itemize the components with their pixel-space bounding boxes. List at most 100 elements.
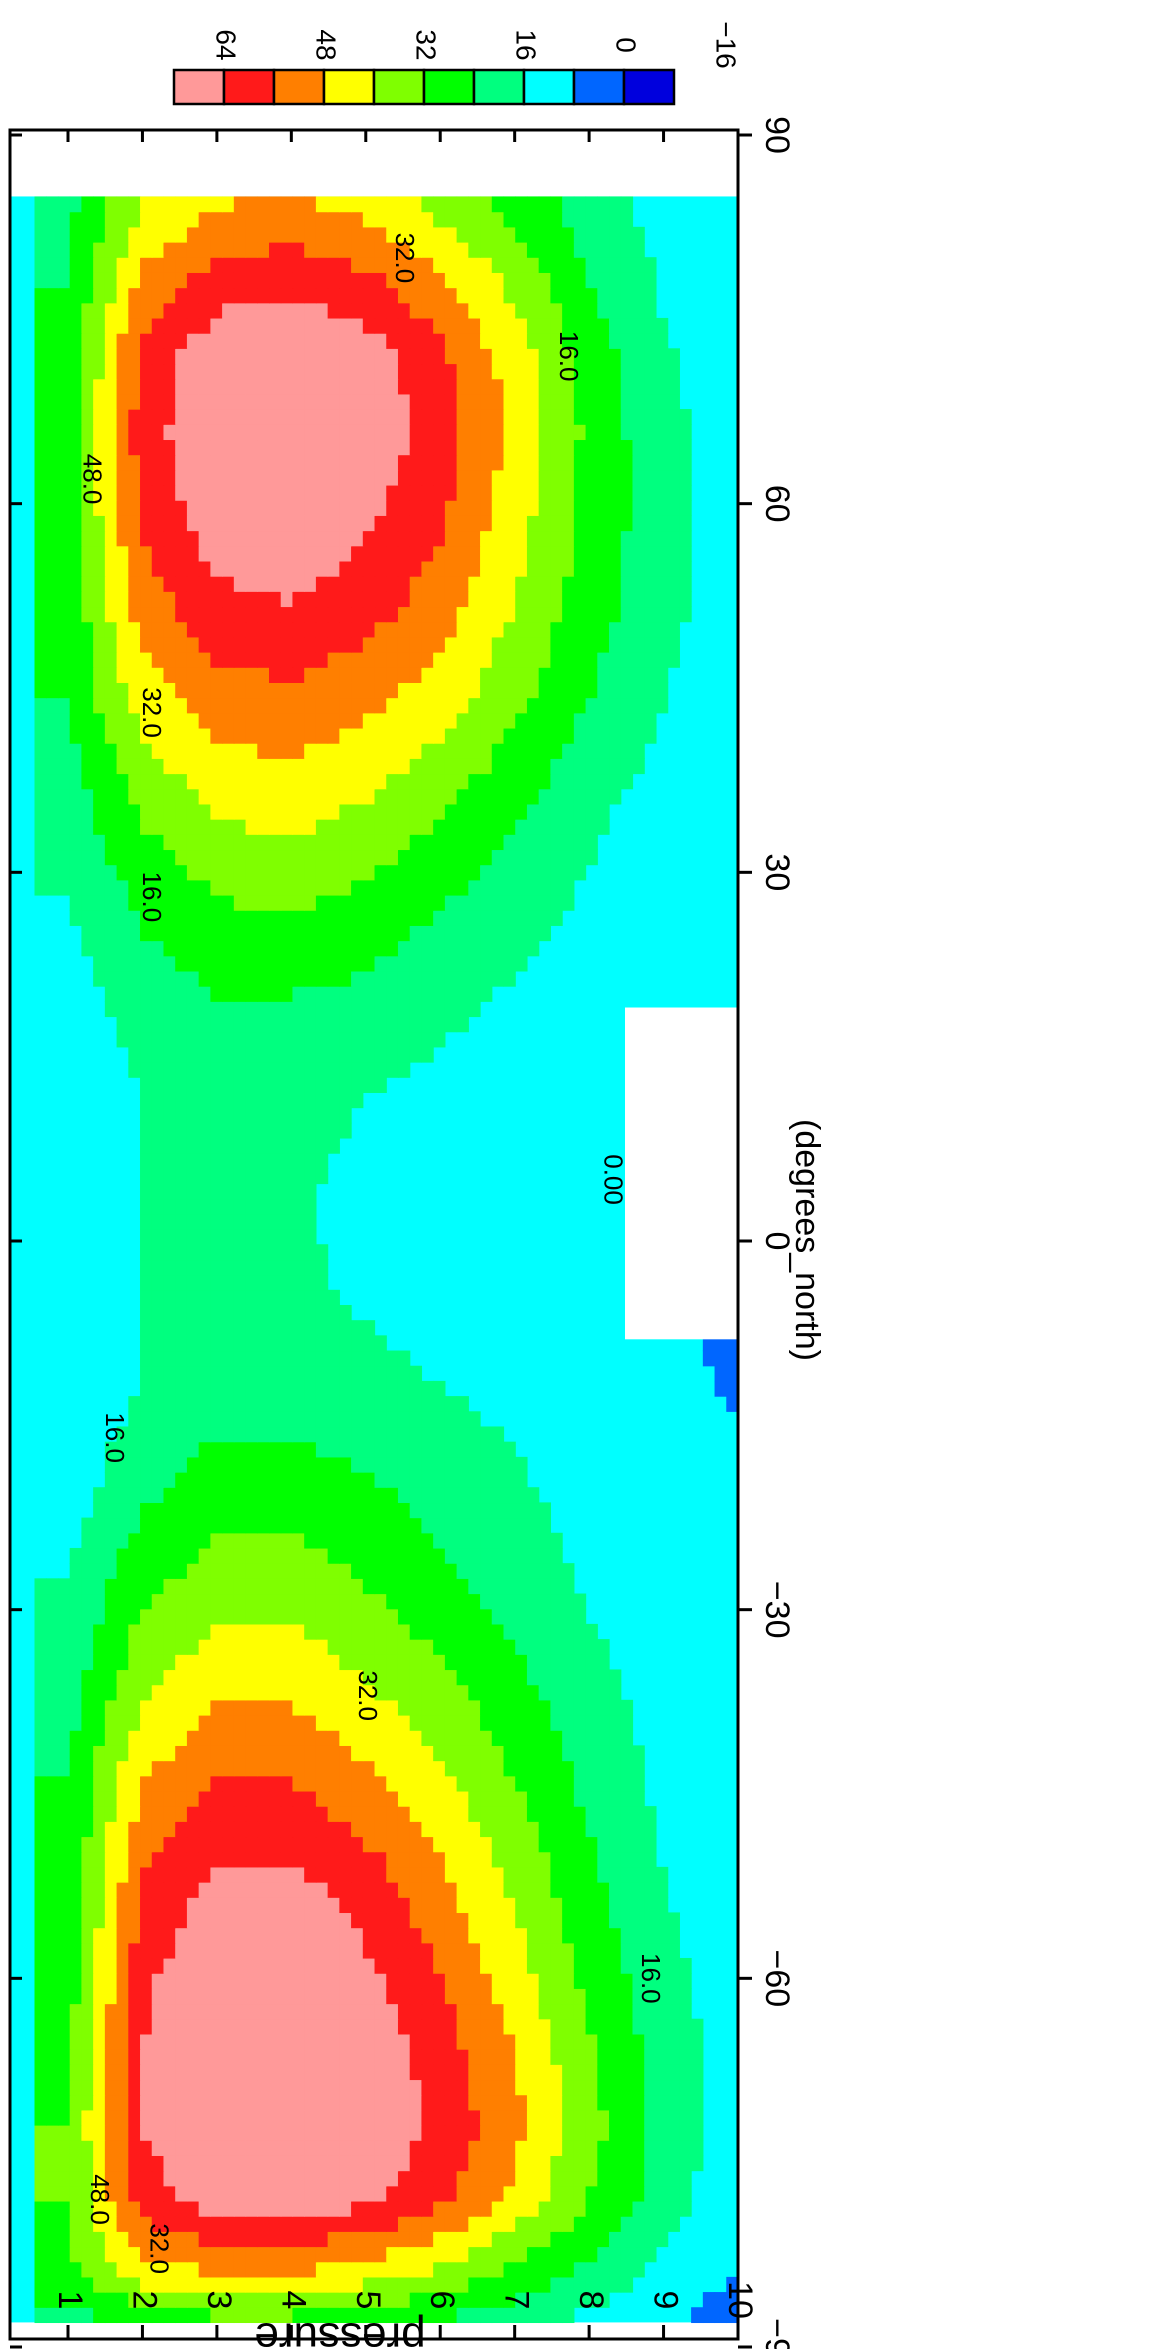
contour-cell [140, 1897, 153, 1914]
contour-cell [339, 1472, 352, 1488]
contour-cell [444, 1411, 458, 1428]
contour-cell [409, 910, 423, 926]
contour-cell [315, 1897, 329, 1914]
contour-cell [433, 1487, 446, 1504]
contour-cell [397, 1031, 411, 1048]
contour-cell [503, 1715, 516, 1731]
contour-cell [128, 1563, 141, 1579]
contour-cell [198, 1790, 211, 1807]
contour-cell [315, 1259, 329, 1276]
contour-cell [163, 1107, 176, 1124]
contour-cell [538, 849, 551, 866]
contour-cell [386, 894, 399, 911]
contour-cell [245, 1730, 258, 1746]
contour-cell [562, 1988, 575, 2005]
contour-cell [233, 697, 247, 714]
contour-cell [327, 2079, 340, 2096]
contour-cell [269, 1957, 282, 1974]
contour-cell [93, 636, 106, 653]
contour-cell [81, 712, 94, 729]
contour-cell [222, 2049, 235, 2065]
contour-cell [280, 2109, 294, 2126]
contour-cell [222, 819, 235, 835]
contour-cell [503, 1836, 516, 1853]
contour-cell [550, 1593, 563, 1610]
contour-cell [292, 712, 305, 729]
contour-cell [210, 712, 223, 729]
contour-cell [362, 1350, 376, 1367]
contour-cell [386, 2185, 399, 2202]
contour-cell [491, 667, 505, 683]
contour-cell [456, 2140, 469, 2156]
contour-cell [327, 636, 340, 653]
contour-cell [104, 2246, 118, 2263]
contour-cell [433, 2003, 446, 2020]
contour-cell [351, 2094, 364, 2111]
contour-cell [444, 1547, 458, 1564]
contour-cell [562, 1957, 575, 1974]
contour-cell [69, 2200, 82, 2217]
contour-cell [444, 652, 458, 668]
contour-cell [210, 2125, 223, 2141]
contour-cell [397, 1836, 411, 1853]
contour-cell [515, 1654, 528, 1671]
contour-cell [257, 2125, 270, 2141]
contour-cell [339, 1062, 352, 1078]
contour-cell [81, 2185, 94, 2202]
contour-cell [339, 1821, 352, 1838]
contour-cell [491, 2200, 505, 2217]
contour-cell [198, 1760, 211, 1777]
contour-cell [480, 849, 493, 866]
contour-cell [433, 1031, 446, 1048]
contour-cell [456, 1699, 469, 1716]
contour-cell [233, 925, 247, 942]
contour-cell [421, 1973, 434, 1989]
contour-cell [421, 834, 434, 851]
contour-cell [34, 1608, 47, 1625]
contour-cell [480, 955, 493, 972]
contour-cell [81, 2049, 94, 2065]
contour-cell [46, 1806, 59, 1822]
contour-cell [292, 667, 305, 683]
contour-cell [351, 1062, 364, 1078]
contour-cell [46, 2231, 59, 2248]
contour-cell [397, 1411, 411, 1428]
contour-cell [468, 727, 481, 744]
contour-cell [163, 1320, 176, 1336]
contour-cell [644, 636, 657, 653]
contour-cell [140, 1821, 153, 1838]
contour-cell [128, 1502, 141, 1519]
contour-cell [444, 1957, 458, 1974]
contour-cell [351, 2018, 364, 2035]
contour-cell [269, 970, 282, 987]
contour-cell [269, 1623, 282, 1640]
contour-cell [421, 1760, 434, 1777]
contour-cell [351, 1396, 364, 1412]
contour-cell [175, 1715, 188, 1731]
contour-cell [269, 1472, 282, 1488]
contour-cell [269, 727, 282, 744]
contour-cell [163, 1866, 176, 1883]
contour-cell [140, 1122, 153, 1139]
contour-cell [327, 1502, 340, 1519]
contour-cell [456, 2109, 469, 2126]
contour-cell [503, 1851, 516, 1868]
contour-cell [292, 1168, 305, 1185]
contour-cell [186, 1289, 200, 1306]
contour-cell [433, 1912, 446, 1929]
contour-cell [245, 667, 258, 683]
contour-cell [562, 819, 575, 835]
contour-cell [573, 606, 587, 623]
contour-cell [491, 727, 505, 744]
contour-cell [46, 2003, 59, 2020]
contour-cell [116, 2109, 129, 2126]
contour-cell [597, 2276, 610, 2293]
contour-cell [140, 727, 153, 744]
contour-cell [632, 1897, 645, 1914]
contour-cell [210, 1866, 223, 1883]
contour-cell [538, 621, 551, 638]
contour-cell [550, 910, 563, 926]
contour-cell [257, 1244, 270, 1261]
contour-cell [210, 2216, 223, 2232]
contour-cell [480, 2276, 493, 2293]
